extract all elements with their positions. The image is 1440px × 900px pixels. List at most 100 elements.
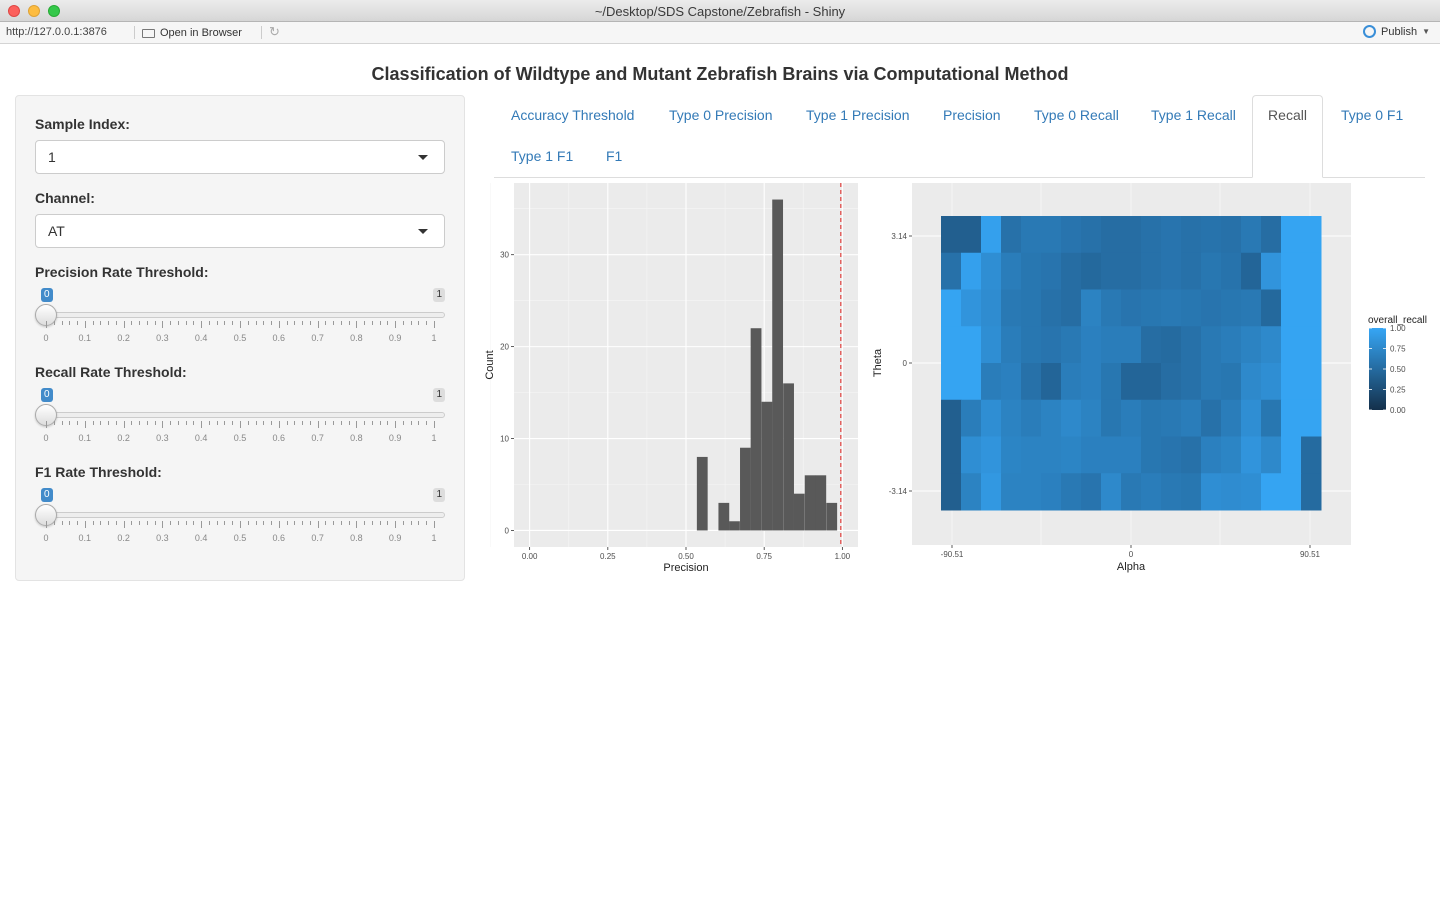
heatmap-cell (1061, 436, 1082, 474)
heatmap-cell (1141, 216, 1162, 254)
slider-tick (108, 321, 110, 325)
recall-threshold-slider[interactable]: 0 1 0 0.1 0.2 0.3 0.4 0.5 0.6 0.7 0.8 0.9 1 (35, 388, 445, 448)
tab-type-0-precision[interactable]: Type 0 Precision (669, 107, 773, 123)
slider-tick (216, 321, 218, 325)
slider-max-badge: 1 (433, 488, 445, 502)
slider-tick-label: 0.6 (272, 333, 286, 343)
heatmap-cell (1301, 289, 1322, 327)
heatmap-cell (1281, 473, 1302, 511)
heatmap-cell (1241, 252, 1262, 290)
histogram-bar (826, 502, 838, 531)
slider-tick-label: 0.6 (272, 533, 286, 543)
heatmap-cell (1241, 216, 1262, 254)
slider-tick-label: 0 (43, 533, 49, 543)
heatmap-cell (1021, 473, 1042, 511)
heatmap-cell (981, 326, 1002, 364)
slider-tick (278, 521, 280, 528)
open-in-browser-button[interactable]: Open in Browser (142, 24, 242, 42)
slider-tick (84, 521, 86, 528)
precision-threshold-slider[interactable]: 0 1 0 0.1 0.2 0.3 0.4 0.5 0.6 0.7 0.8 0.9 1 (35, 288, 445, 348)
histogram-bar (804, 475, 816, 531)
slider-tick-label: 0.4 (194, 533, 208, 543)
heatmap-cell (1301, 252, 1322, 290)
heatmap-cell (1141, 326, 1162, 364)
heatmap-cell (1121, 326, 1142, 364)
heatmap-cell (1161, 289, 1182, 327)
tab-precision[interactable]: Precision (943, 107, 1001, 123)
slider-tick (402, 521, 404, 525)
heatmap-cell (1241, 326, 1262, 364)
heatmap-cell (1161, 326, 1182, 364)
publish-label: Publish (1381, 25, 1418, 38)
slider-tick (371, 521, 373, 525)
heatmap-cell (1061, 252, 1082, 290)
slider-tick (278, 321, 280, 328)
slider-tick (410, 421, 412, 425)
refresh-icon[interactable]: ↻ (269, 24, 280, 39)
slider-tick (434, 421, 435, 428)
slider-tick-label: 0.8 (350, 433, 363, 443)
tab-type-1-recall[interactable]: Type 1 Recall (1151, 107, 1236, 123)
heatmap-cell (1061, 363, 1082, 401)
slider-tick-label: 0.5 (233, 333, 247, 343)
heatmap-cell (1101, 363, 1122, 401)
slider-tick (364, 421, 366, 425)
slider-tick (402, 321, 404, 325)
heatmap-cell (1201, 326, 1222, 364)
slider-track[interactable] (35, 512, 445, 518)
heatmap-cell (1001, 436, 1022, 474)
heatmap-cell (981, 473, 1002, 511)
histogram-bar (729, 521, 740, 531)
heatmap-cell (1141, 473, 1162, 511)
tab-f1[interactable]: F1 (606, 148, 623, 164)
heatmap-cell (1241, 436, 1262, 474)
tab-type-0-f1[interactable]: Type 0 F1 (1341, 107, 1404, 123)
legend-tick-label: 0.25 (1390, 386, 1406, 395)
y-axis-label: Theta (872, 348, 884, 377)
tab-type-1-precision[interactable]: Type 1 Precision (806, 107, 910, 123)
channel-select[interactable]: AT (35, 214, 445, 248)
slider-track[interactable] (35, 312, 445, 318)
slider-tick (294, 321, 296, 325)
close-window-button[interactable] (8, 5, 20, 17)
tab-type-1-f1[interactable]: Type 1 F1 (511, 148, 574, 164)
f1-threshold-slider[interactable]: 0 1 0 0.1 0.2 0.3 0.4 0.5 0.6 0.7 0.8 0.9 1 (35, 488, 445, 548)
slider-tick-label: 0.5 (233, 433, 247, 443)
heatmap-cell (1161, 436, 1182, 474)
heatmap-cell (1001, 326, 1022, 364)
slider-tick (309, 421, 311, 425)
slider-value-badge: 0 (41, 388, 53, 402)
sample-index-select[interactable]: 1 (35, 140, 445, 174)
legend-tick-label: 0.00 (1390, 406, 1406, 415)
heatmap-cell (1041, 252, 1062, 290)
url-text[interactable]: http://127.0.0.1:3876 (6, 26, 107, 38)
heatmap-cell (1061, 216, 1082, 254)
slider-tick (395, 421, 397, 428)
slider-tick (201, 521, 203, 528)
tab-bar-divider (494, 177, 1425, 178)
histogram-bar (793, 493, 805, 531)
heatmap-cell (1241, 289, 1262, 327)
minimize-window-button[interactable] (28, 5, 40, 17)
slider-tick (185, 521, 187, 525)
slider-track[interactable] (35, 412, 445, 418)
slider-tick (379, 421, 381, 425)
heatmap-cell (1101, 289, 1122, 327)
slider-tick (84, 421, 86, 428)
slider-tick (53, 321, 55, 325)
maximize-window-button[interactable] (48, 5, 60, 17)
heatmap-cell (1021, 436, 1042, 474)
slider-tick (255, 521, 257, 525)
legend-title: overall_recall (1368, 315, 1427, 326)
tab-accuracy-threshold[interactable]: Accuracy Threshold (511, 107, 635, 123)
slider-tick (325, 421, 327, 425)
tab-type-0-recall[interactable]: Type 0 Recall (1034, 107, 1119, 123)
slider-tick (170, 521, 172, 525)
slider-tick (387, 521, 389, 525)
heatmap-cell (961, 473, 982, 511)
publish-button[interactable]: Publish ▼ (1363, 25, 1430, 38)
tab-recall[interactable]: Recall (1252, 95, 1323, 178)
slider-tick (185, 421, 187, 425)
slider-tick (255, 421, 257, 425)
slider-tick (371, 421, 373, 425)
